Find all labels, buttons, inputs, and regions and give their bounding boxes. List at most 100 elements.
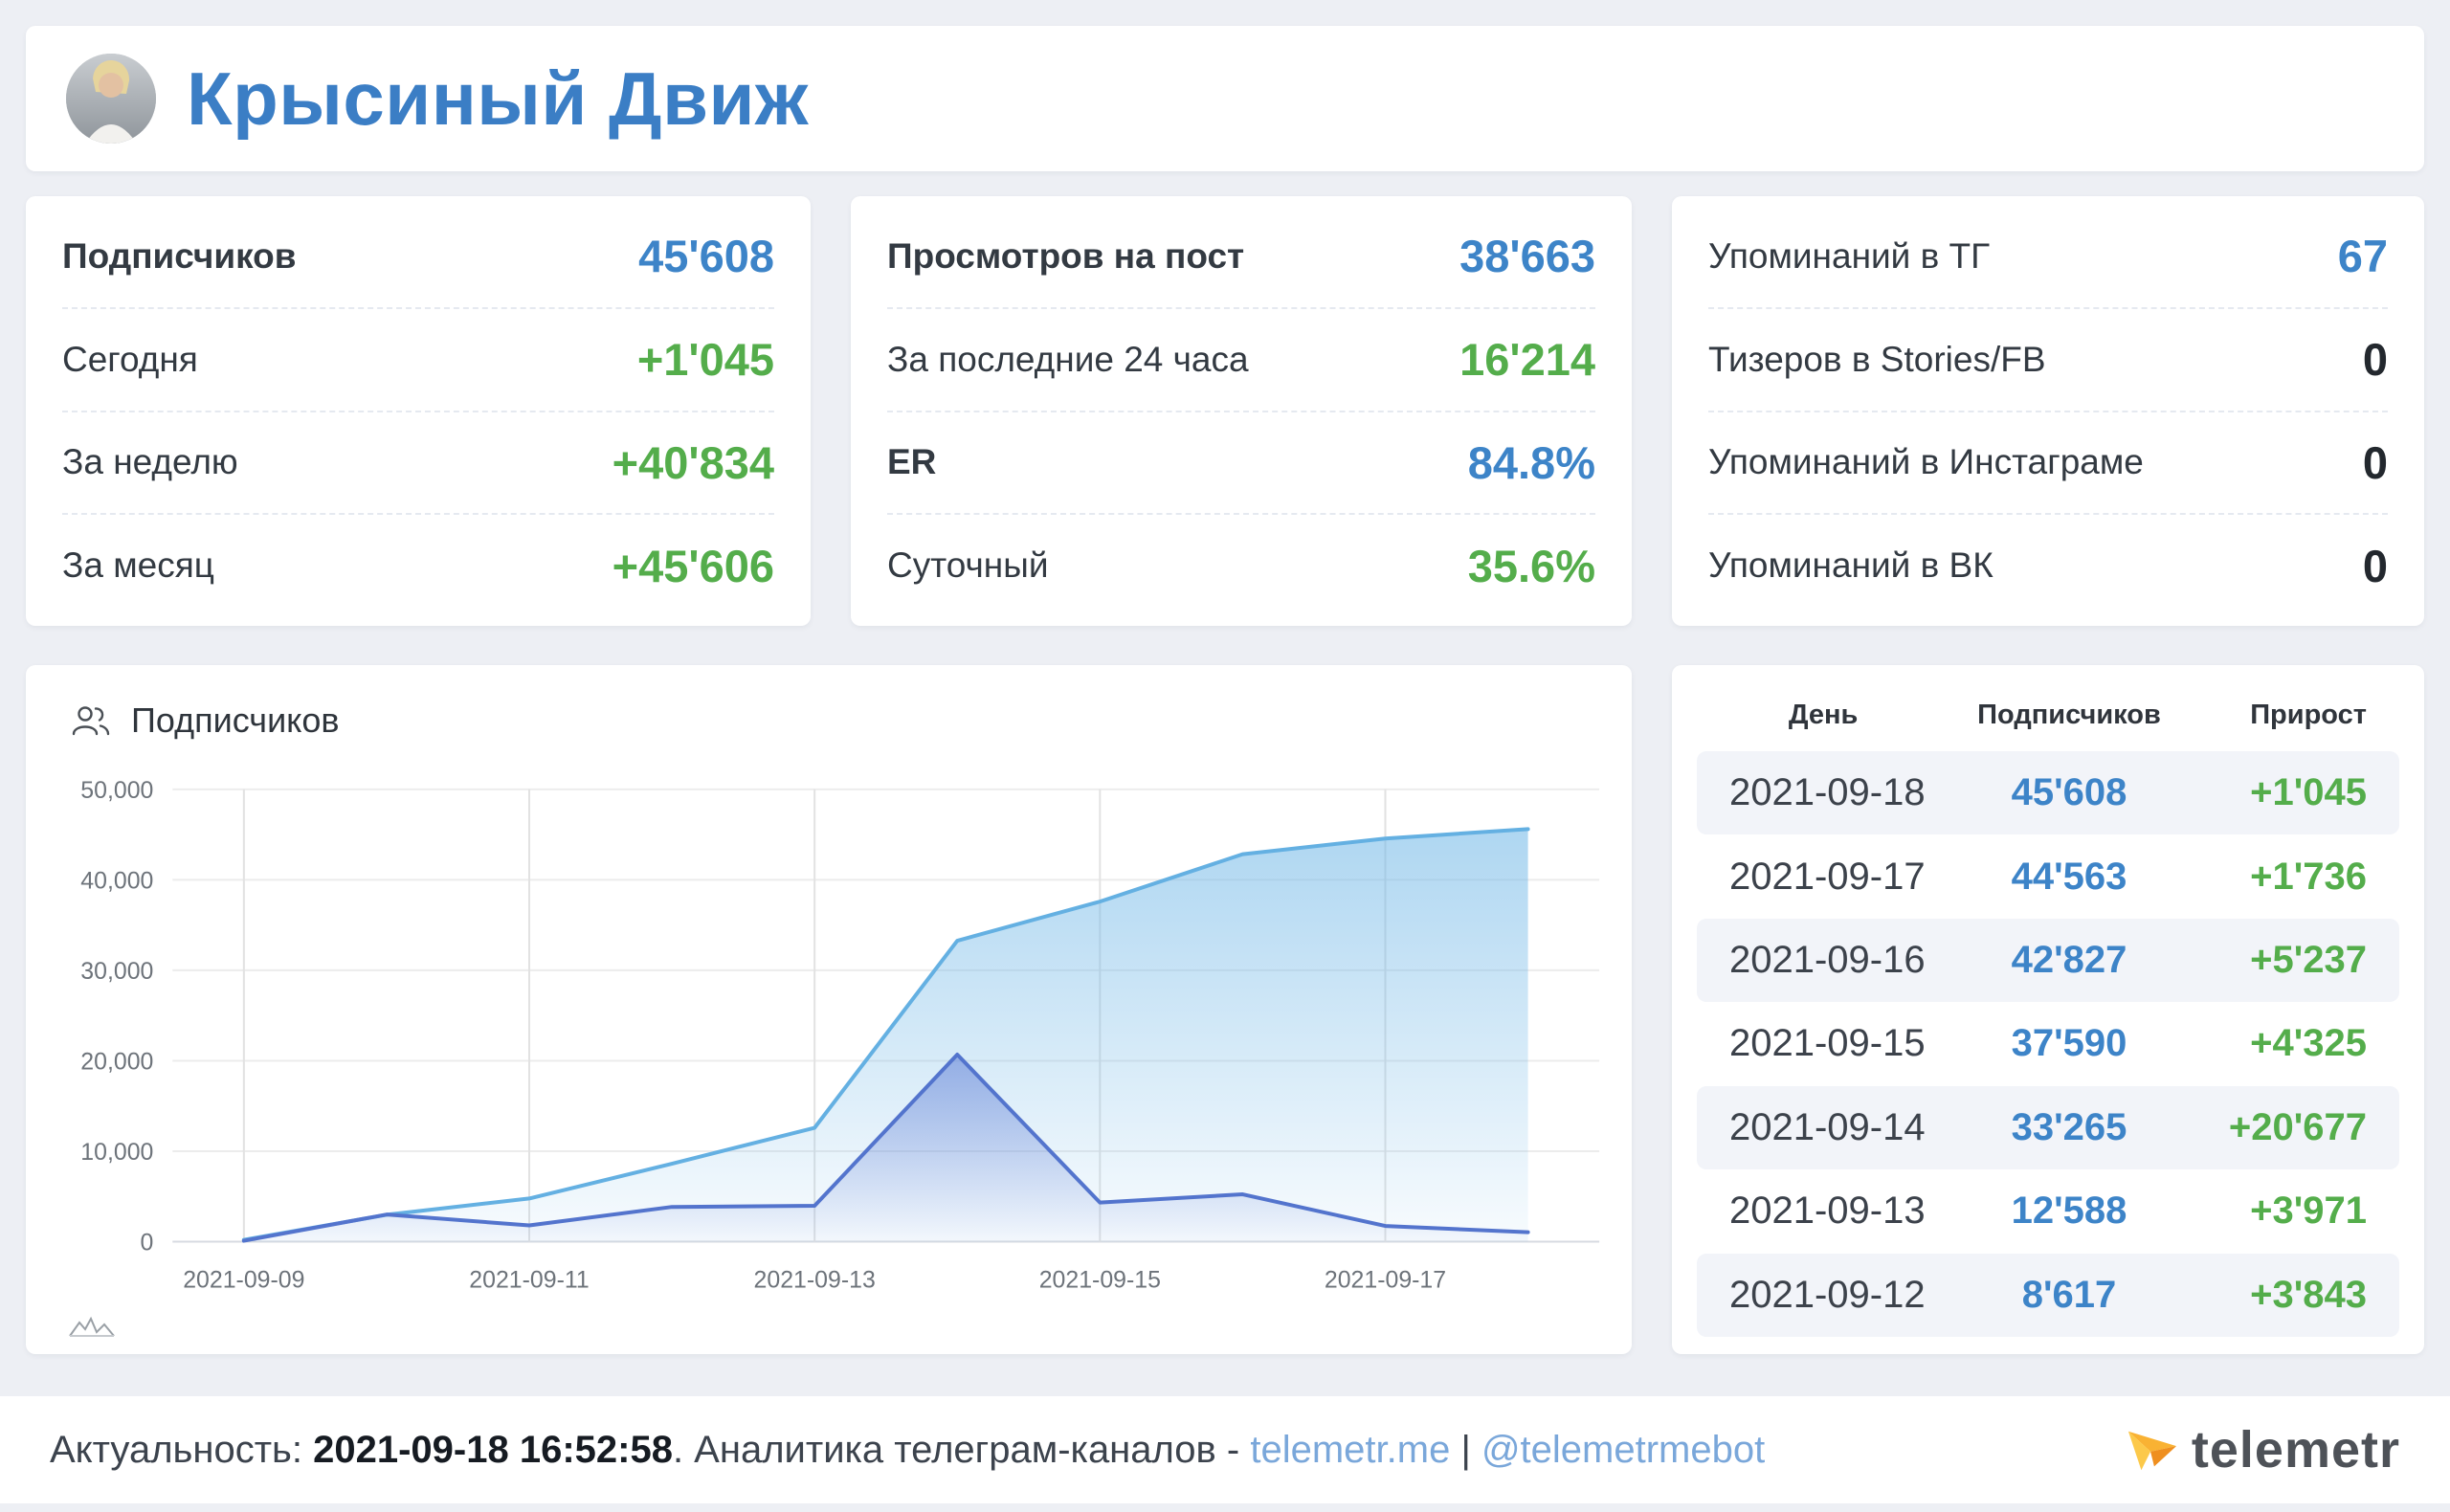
- dashboard-grid: Подписчиков 45'608 Сегодня +1'045 За нед…: [26, 196, 2424, 1354]
- cell-growth: +20'677: [2228, 1105, 2367, 1148]
- subscribers-chart-svg: 0 10,000 20,000 30,000 40,000 50,000 2021-09-0…: [80, 777, 1600, 1293]
- table-row: 2021-09-13 12'588 +3'971: [1697, 1169, 2399, 1253]
- cell-subscribers: 42'827: [2011, 939, 2127, 982]
- stat-value: +1'045: [636, 334, 774, 386]
- table-row: 2021-09-14 33'265 +20'677: [1697, 1085, 2399, 1170]
- stat-label: Суточный: [887, 545, 1049, 586]
- svg-text:2021-09-09: 2021-09-09: [183, 1266, 304, 1293]
- table-row: 2021-09-15 37'590 +4'325: [1697, 1002, 2399, 1085]
- stat-value: 67: [2337, 231, 2388, 282]
- svg-text:2021-09-17: 2021-09-17: [1325, 1266, 1446, 1293]
- subscribers-people-icon: [72, 706, 110, 736]
- channel-header-card: Крысиный Движ: [26, 26, 2424, 171]
- stat-label: Упоминаний в Инстаграме: [1708, 442, 2144, 482]
- telemetr-brand: telemetr: [2127, 1420, 2400, 1479]
- stat-row: Просмотров на пост 38'663: [887, 206, 1595, 309]
- channel-title: Крысиный Движ: [187, 56, 809, 141]
- telemetr-logo-icon: [2127, 1431, 2176, 1471]
- footer-text: Актуальность: 2021-09-18 16:52:58. Анали…: [50, 1429, 1765, 1472]
- table-header-subscribers: Подписчиков: [1977, 699, 2161, 730]
- svg-text:20,000: 20,000: [80, 1048, 153, 1075]
- stat-value: 16'214: [1459, 334, 1595, 386]
- stat-label: ER: [887, 442, 937, 482]
- cell-date: 2021-09-16: [1729, 939, 1926, 982]
- cell-date: 2021-09-17: [1729, 855, 1926, 898]
- chart-title: Подписчиков: [131, 700, 340, 740]
- table-row: 2021-09-18 45'608 +1'045: [1697, 751, 2399, 835]
- stat-row: За месяц +45'606: [62, 515, 774, 616]
- svg-text:30,000: 30,000: [80, 958, 153, 985]
- sparkline-icon: [68, 1315, 116, 1343]
- stat-label: За последние 24 часа: [887, 339, 1249, 379]
- svg-text:2021-09-13: 2021-09-13: [754, 1266, 876, 1293]
- stat-row: Сегодня +1'045: [62, 309, 774, 412]
- cell-subscribers: 45'608: [2011, 771, 2127, 814]
- cell-date: 2021-09-14: [1729, 1105, 1926, 1148]
- stat-row: За последние 24 часа 16'214: [887, 309, 1595, 412]
- stat-value: 35.6%: [1467, 540, 1595, 591]
- table-row: 2021-09-12 8'617 +3'843: [1697, 1253, 2399, 1337]
- stat-value: 0: [2362, 436, 2388, 488]
- stat-label: Подписчиков: [62, 235, 297, 276]
- svg-text:0: 0: [141, 1229, 154, 1256]
- stat-value: 0: [2362, 334, 2388, 386]
- report-footer: Актуальность: 2021-09-18 16:52:58. Анали…: [0, 1396, 2450, 1503]
- subscribers-chart-card: Подписчиков 0 10,000 20,000 30,000 40,000 50,…: [26, 665, 1632, 1354]
- stat-row: ER 84.8%: [887, 412, 1595, 516]
- stat-row: Упоминаний в ВК 0: [1708, 515, 2388, 616]
- stat-label: Упоминаний в ВК: [1708, 545, 1993, 586]
- svg-text:10,000: 10,000: [80, 1139, 153, 1166]
- stat-label: Просмотров на пост: [887, 235, 1245, 276]
- footer-middle: . Аналитика телеграм-каналов -: [672, 1428, 1251, 1471]
- subscribers-stats-card: Подписчиков 45'608 Сегодня +1'045 За нед…: [26, 196, 811, 626]
- stat-value: +45'606: [612, 540, 774, 591]
- svg-text:50,000: 50,000: [80, 777, 153, 804]
- avatar-placeholder-image: [66, 54, 156, 144]
- stat-value: 84.8%: [1467, 436, 1595, 488]
- stat-row: Суточный 35.6%: [887, 515, 1595, 616]
- cell-date: 2021-09-13: [1729, 1190, 1926, 1233]
- cell-growth: +1'736: [2250, 855, 2367, 898]
- cell-growth: +4'325: [2250, 1022, 2367, 1065]
- stat-value: 0: [2362, 540, 2388, 591]
- svg-text:2021-09-11: 2021-09-11: [469, 1266, 589, 1293]
- stat-label: Сегодня: [62, 339, 198, 379]
- table-header-day: День: [1788, 699, 1859, 730]
- table-header-row: День Подписчиков Прирост: [1697, 678, 2399, 751]
- table-row: 2021-09-16 42'827 +5'237: [1697, 918, 2399, 1003]
- svg-text:2021-09-15: 2021-09-15: [1039, 1266, 1161, 1293]
- stat-value: 38'663: [1459, 231, 1595, 282]
- daily-stats-table-card: День Подписчиков Прирост 2021-09-18 45'6…: [1672, 665, 2424, 1354]
- table-header-growth: Прирост: [2250, 699, 2367, 730]
- stat-row: За неделю +40'834: [62, 412, 774, 516]
- stat-label: Упоминаний в ТГ: [1708, 235, 1991, 276]
- chart-header: Подписчиков: [26, 690, 1632, 751]
- cell-subscribers: 12'588: [2011, 1190, 2127, 1233]
- stat-value: +40'834: [612, 436, 774, 488]
- telemetr-brand-text: telemetr: [2191, 1421, 2400, 1479]
- cell-growth: +5'237: [2250, 939, 2367, 982]
- report-timestamp: 2021-09-18 16:52:58: [313, 1428, 673, 1471]
- cell-date: 2021-09-12: [1729, 1273, 1926, 1316]
- subscribers-line-chart: 0 10,000 20,000 30,000 40,000 50,000 2021-09-0…: [26, 751, 1632, 1327]
- cell-date: 2021-09-18: [1729, 771, 1926, 814]
- table-body: 2021-09-18 45'608 +1'045 2021-09-17 44'5…: [1697, 751, 2399, 1337]
- footer-prefix: Актуальность:: [50, 1428, 314, 1471]
- telemetr-site-link[interactable]: telemetr.me: [1250, 1428, 1451, 1471]
- stat-label: За неделю: [62, 442, 238, 482]
- cell-growth: +3'843: [2250, 1273, 2367, 1316]
- footer-separator: |: [1450, 1428, 1481, 1471]
- channel-avatar: [66, 54, 156, 144]
- cell-subscribers: 8'617: [2021, 1273, 2117, 1316]
- views-stats-card: Просмотров на пост 38'663 За последние 2…: [851, 196, 1632, 626]
- cell-subscribers: 37'590: [2011, 1022, 2127, 1065]
- telemetr-bot-link[interactable]: @telemetrmebot: [1481, 1428, 1766, 1471]
- cell-subscribers: 33'265: [2011, 1105, 2127, 1148]
- stat-row: Тизеров в Stories/FB 0: [1708, 309, 2388, 412]
- svg-text:40,000: 40,000: [80, 867, 153, 894]
- cell-growth: +3'971: [2250, 1190, 2367, 1233]
- table-row: 2021-09-17 44'563 +1'736: [1697, 834, 2399, 918]
- stat-label: Тизеров в Stories/FB: [1708, 339, 2046, 379]
- cell-growth: +1'045: [2250, 771, 2367, 814]
